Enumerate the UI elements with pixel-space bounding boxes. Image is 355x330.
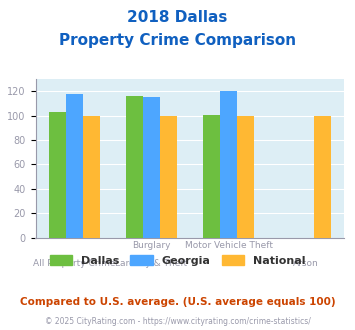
Bar	[83, 116, 100, 238]
Text: Larceny & Theft: Larceny & Theft	[115, 259, 187, 268]
Text: Motor Vehicle Theft: Motor Vehicle Theft	[185, 241, 273, 250]
Text: 2018 Dallas: 2018 Dallas	[127, 10, 228, 25]
Text: Arson: Arson	[293, 259, 319, 268]
Bar	[143, 97, 160, 238]
Text: All Property Crime: All Property Crime	[33, 259, 115, 268]
Bar	[314, 116, 331, 238]
Text: Burglary: Burglary	[132, 241, 170, 250]
Bar	[237, 116, 254, 238]
Bar	[126, 96, 143, 238]
Legend: Dallas, Georgia, National: Dallas, Georgia, National	[45, 250, 310, 270]
Bar	[49, 112, 66, 238]
Bar	[160, 116, 177, 238]
Bar	[203, 115, 220, 238]
Text: © 2025 CityRating.com - https://www.cityrating.com/crime-statistics/: © 2025 CityRating.com - https://www.city…	[45, 317, 310, 326]
Text: Property Crime Comparison: Property Crime Comparison	[59, 33, 296, 48]
Bar	[66, 94, 83, 238]
Bar	[220, 91, 237, 238]
Text: Compared to U.S. average. (U.S. average equals 100): Compared to U.S. average. (U.S. average …	[20, 297, 335, 307]
